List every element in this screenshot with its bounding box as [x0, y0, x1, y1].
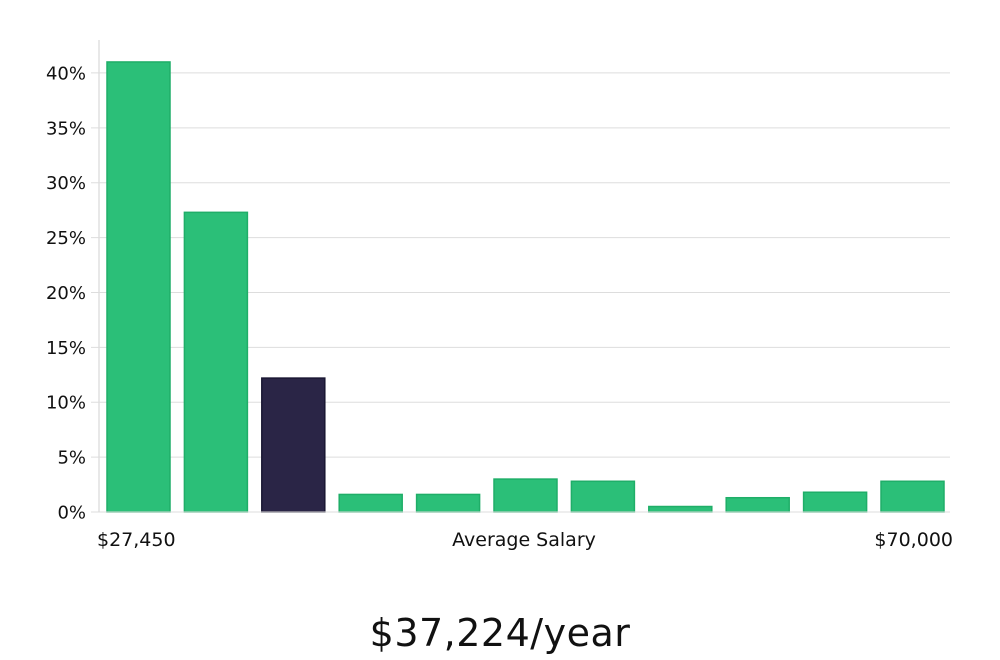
y-tick-label: 10% [46, 393, 86, 414]
bar [725, 496, 790, 513]
x-axis-min-label: $27,450 [97, 529, 176, 551]
y-tick-label: 15% [46, 338, 86, 359]
bar [415, 493, 481, 513]
bar [183, 211, 249, 513]
y-tick-label: 30% [46, 173, 86, 194]
y-tick-label: 0% [57, 503, 86, 524]
y-tick-label: 5% [57, 448, 86, 469]
average-salary-value: $37,224/year [369, 611, 631, 655]
bar [802, 491, 868, 513]
y-tick-label: 35% [46, 118, 86, 139]
x-axis-max-label: $70,000 [874, 529, 953, 551]
bar [106, 61, 171, 513]
bar [493, 478, 558, 513]
y-tick-label: 25% [46, 228, 86, 249]
bar [338, 493, 403, 513]
x-axis-title: Average Salary [452, 529, 596, 551]
bar [648, 505, 713, 513]
bar [880, 480, 945, 513]
y-tick-label: 20% [46, 283, 86, 304]
bar-highlighted [261, 377, 326, 513]
y-tick-label: 40% [46, 63, 86, 84]
bar [570, 480, 636, 513]
